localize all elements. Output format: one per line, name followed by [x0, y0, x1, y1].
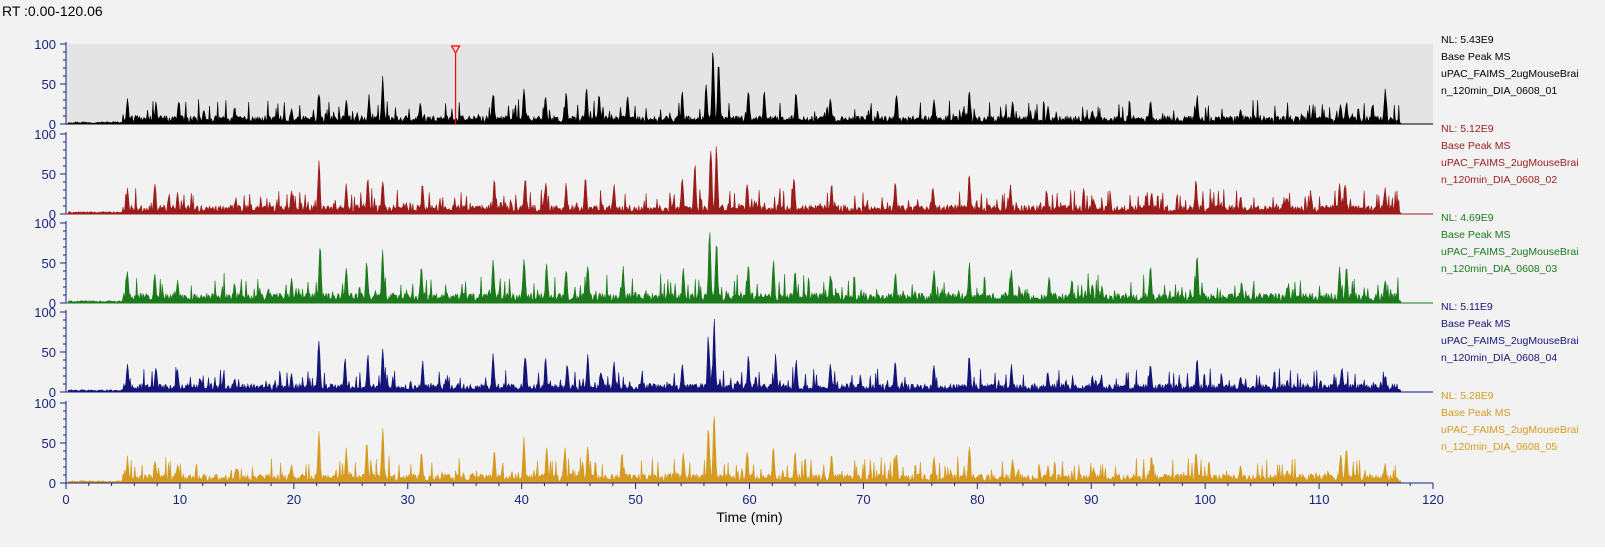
y-tick-label: 50: [42, 167, 56, 182]
trace-4-normalization-level: NL: 5.11E9: [1441, 301, 1493, 313]
trace-1-normalization-level: NL: 5.43E9: [1441, 34, 1494, 46]
y-tick-label: 100: [34, 216, 56, 231]
x-tick-label: 90: [1084, 492, 1098, 507]
trace-2-normalization-level: NL: 5.12E9: [1441, 123, 1494, 135]
y-tick-label: 100: [34, 37, 56, 52]
x-tick-label: 20: [287, 492, 301, 507]
x-tick-label: 70: [856, 492, 870, 507]
x-axis-label: Time (min): [716, 509, 782, 525]
x-tick-label: 10: [173, 492, 187, 507]
x-tick-label: 50: [628, 492, 642, 507]
y-tick-label: 50: [42, 77, 56, 92]
trace-5: [68, 416, 1402, 484]
trace-5-file-name-line1: uPAC_FAIMS_2ugMouseBrai: [1441, 424, 1579, 436]
y-tick-label: 0: [49, 117, 56, 132]
trace-5-scan-type: Base Peak MS: [1441, 407, 1511, 419]
trace-3-file-name-line2: n_120min_DIA_0608_03: [1441, 263, 1558, 275]
y-tick-label: 100: [34, 305, 56, 320]
x-tick-label: 100: [1194, 492, 1216, 507]
trace-5-normalization-level: NL: 5.28E9: [1441, 390, 1494, 402]
trace-3-file-name-line1: uPAC_FAIMS_2ugMouseBrai: [1441, 246, 1579, 258]
trace-4: [68, 318, 1402, 393]
trace-1-scan-type: Base Peak MS: [1441, 51, 1511, 63]
y-tick-label: 50: [42, 256, 56, 271]
trace-1-file-name-line1: uPAC_FAIMS_2ugMouseBrai: [1441, 68, 1579, 80]
trace-4-file-name-line2: n_120min_DIA_0608_04: [1441, 352, 1558, 364]
y-tick-label: 100: [34, 127, 56, 142]
trace-2-file-name-line1: uPAC_FAIMS_2ugMouseBrai: [1441, 157, 1579, 169]
x-tick-label: 120: [1422, 492, 1444, 507]
y-tick-label: 50: [42, 345, 56, 360]
x-tick-label: 80: [970, 492, 984, 507]
trace-5-file-name-line2: n_120min_DIA_0608_05: [1441, 441, 1558, 453]
x-tick-label: 60: [742, 492, 756, 507]
y-tick-label: 0: [49, 296, 56, 311]
trace-4-file-name-line1: uPAC_FAIMS_2ugMouseBrai: [1441, 335, 1579, 347]
y-tick-label: 100: [34, 396, 56, 411]
x-tick-label: 40: [514, 492, 528, 507]
rt-range-label: RT :0.00-120.06: [2, 3, 103, 19]
y-tick-label: 50: [42, 436, 56, 451]
trace-1-file-name-line2: n_120min_DIA_0608_01: [1441, 85, 1558, 97]
x-tick-label: 30: [401, 492, 415, 507]
x-tick-label: 0: [62, 492, 69, 507]
trace-1: [68, 52, 1402, 125]
trace-2-file-name-line2: n_120min_DIA_0608_02: [1441, 174, 1558, 186]
y-tick-label: 0: [49, 207, 56, 222]
trace-4-scan-type: Base Peak MS: [1441, 318, 1511, 330]
trace-3-normalization-level: NL: 4.69E9: [1441, 212, 1494, 224]
y-tick-label: 0: [49, 385, 56, 400]
trace-3-scan-type: Base Peak MS: [1441, 229, 1511, 241]
rt-marker-triangle-icon[interactable]: [450, 45, 461, 55]
y-tick-label: 0: [49, 476, 56, 491]
trace-3: [68, 232, 1402, 304]
trace-2: [68, 146, 1402, 215]
x-tick-label: 110: [1309, 492, 1330, 507]
trace-2-scan-type: Base Peak MS: [1441, 140, 1511, 152]
